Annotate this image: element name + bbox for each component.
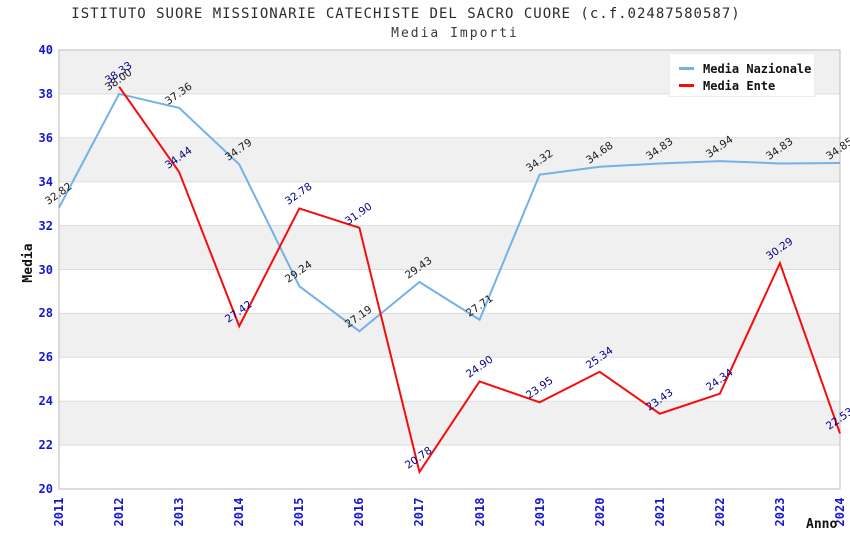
y-tick-label: 38 [38, 86, 53, 101]
x-tick-label: 2020 [592, 497, 607, 527]
legend-swatch-icon [679, 67, 694, 70]
x-tick-label: 2013 [172, 497, 187, 527]
chart-subtitle: Media Importi [391, 26, 519, 41]
x-tick-label: 2017 [412, 497, 427, 527]
legend-label: Media Ente [703, 78, 776, 93]
y-tick-label: 30 [38, 262, 53, 277]
x-tick-label: 2015 [292, 497, 307, 527]
legend: Media Nazionale Media Ente [669, 53, 815, 97]
y-axis-title: Media [21, 243, 36, 283]
x-tick-label: 2011 [52, 497, 66, 527]
legend-label: Media Nazionale [703, 61, 812, 76]
y-tick-label: 22 [38, 438, 53, 453]
legend-item-media-ente: Media Ente [679, 77, 814, 94]
x-tick-label: 2021 [652, 497, 667, 527]
chart-title: ISTITUTO SUORE MISSIONARIE CATECHISTE DE… [71, 6, 741, 22]
x-tick-label: 2012 [112, 497, 127, 527]
y-tick-label: 36 [38, 130, 53, 145]
series-line-media-ente [118, 86, 841, 475]
y-tick-label: 34 [38, 174, 53, 189]
x-tick-label: 2016 [352, 497, 367, 527]
y-tick-label: 40 [38, 43, 53, 57]
x-tick-label: 2022 [712, 497, 727, 527]
x-tick-label: 2018 [472, 497, 487, 527]
y-tick-label: 24 [38, 394, 53, 409]
plot-band [59, 137, 840, 182]
y-tick-label: 32 [38, 218, 53, 233]
legend-swatch-icon [679, 84, 694, 87]
plot-band [59, 313, 840, 358]
y-tick-label: 26 [38, 350, 53, 365]
y-tick-label: 20 [38, 482, 53, 496]
series-line-media-nazionale [58, 92, 841, 333]
x-tick-label: 2019 [532, 497, 547, 527]
plot-band [59, 225, 840, 270]
plot-border [58, 49, 841, 490]
legend-item-media-nazionale: Media Nazionale [679, 60, 814, 77]
x-tick-label: 2014 [232, 497, 247, 527]
plot-band [59, 401, 840, 446]
x-axis-title: Anno [806, 517, 838, 532]
y-tick-label: 28 [38, 306, 53, 321]
x-tick-label: 2023 [772, 497, 787, 527]
